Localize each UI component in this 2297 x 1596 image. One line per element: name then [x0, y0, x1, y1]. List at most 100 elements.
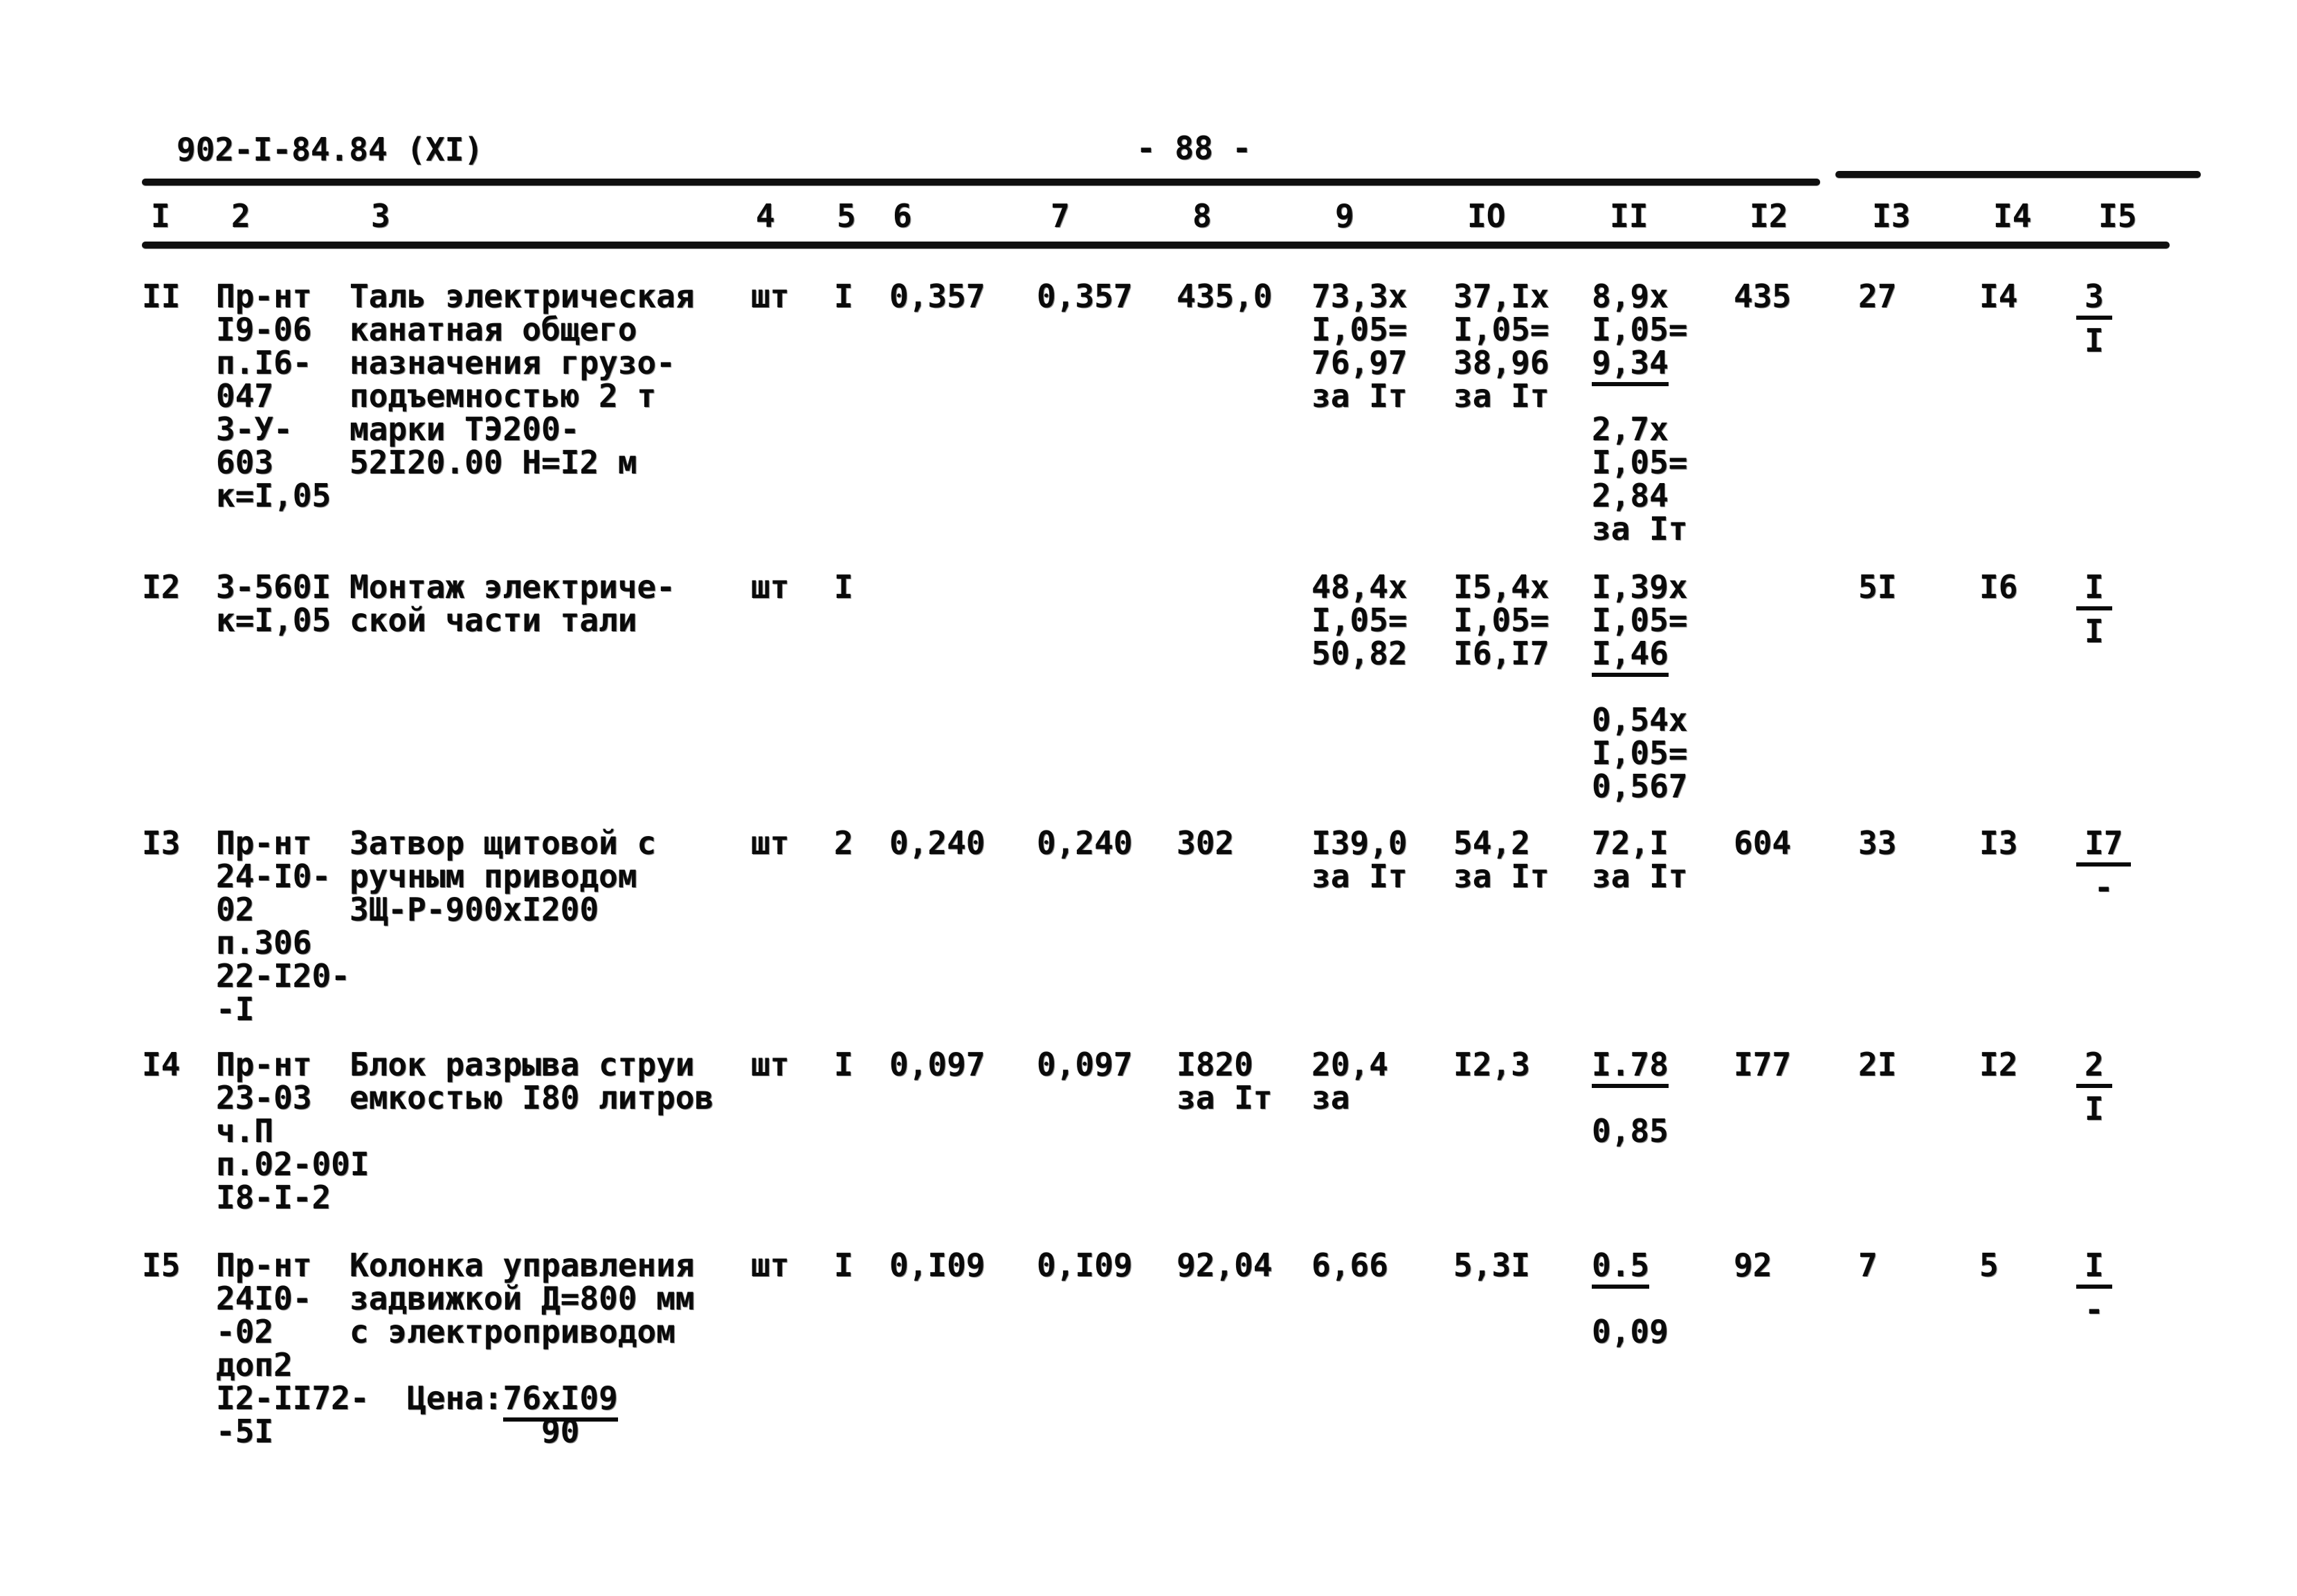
column-number-8: 8 [1192, 197, 1212, 235]
cell-line: I [834, 278, 853, 315]
underlined-value: I,46 [1592, 635, 1669, 677]
cell-line: 0,097 [1037, 1046, 1133, 1083]
cell-line: 27 [1858, 278, 1897, 315]
fraction-denominator: - [2094, 869, 2114, 906]
cell-rowII-col4: шт [751, 280, 789, 313]
fraction-numerator: I [2076, 570, 2112, 610]
cell-line: ЗЩ-Р-900хI200 [349, 891, 599, 928]
cell-line: I [834, 1046, 853, 1083]
cell-rowII-col5: I [834, 280, 853, 313]
cell-line: Пр-нт [216, 1246, 312, 1284]
cell-line: 0,240 [1037, 824, 1133, 862]
cell-line: шт [751, 824, 790, 862]
cell-line: п.I6- [216, 344, 312, 381]
cell-line: с электроприводом [349, 1313, 675, 1350]
cell-line: 73,3х [1311, 278, 1408, 315]
cell-line: ручным приводом [349, 858, 637, 895]
cell-line: Таль электрическая [349, 278, 695, 315]
cell-line: емкостью I80 литров [349, 1079, 714, 1116]
cell-rowI3-col3: Затвор щитовой с ручным приводом ЗЩ-Р-900х… [349, 826, 656, 926]
cell-line: I.78 [1592, 1046, 1669, 1088]
column-number-9: 9 [1335, 197, 1354, 235]
fraction-numerator: 2 [2076, 1048, 2112, 1088]
column-number-14: I4 [1993, 197, 2032, 235]
cell-line: 37,Iх [1453, 278, 1550, 315]
cell-line: 92,04 [1177, 1246, 1273, 1284]
column-header-bottom-rule [142, 242, 2170, 248]
fraction-numerator: I [2076, 1249, 2112, 1289]
cell-line: I2-II72- [216, 1379, 370, 1417]
cell-rowI4-col9: 20,4 за [1311, 1048, 1388, 1114]
cell-line: за Iт [1592, 858, 1688, 895]
cell-rowI5-col13: 7 [1858, 1249, 1878, 1282]
stacked-fraction: I- [2076, 1249, 2112, 1326]
cell-line: I6 [1979, 568, 2018, 606]
cell-line: Пр-нт [216, 278, 312, 315]
page-number: - 88 - [1136, 129, 1252, 167]
underlined-value: 9,34 [1592, 344, 1669, 386]
doc-code: 902-I-84.84 (XI) [176, 131, 484, 168]
cell-rowI5-col4: шт [751, 1249, 789, 1282]
cell-rowI5-col12: 92 [1734, 1249, 1772, 1282]
cell-line: 0.5 [1592, 1246, 1669, 1289]
cell-line: 0,09 [1592, 1313, 1669, 1350]
cell-rowI3-col9: I39,0 за Iт [1311, 826, 1407, 893]
cell-rowI2-col2: 3-560I к=I,05 [216, 570, 331, 637]
column-number-4: 4 [756, 197, 775, 235]
cell-line: 72,I [1592, 824, 1669, 862]
cell-line: ской части тали [349, 601, 637, 639]
cell-line: 2,7х [1592, 410, 1669, 448]
fraction-numerator: I7 [2076, 826, 2132, 867]
cell-rowI4-col12: I77 [1734, 1048, 1791, 1081]
cell-rowI4-col14: I2 [1979, 1048, 2017, 1081]
cell-line: 2I [1858, 1046, 1897, 1083]
cell-line: I7- [2076, 826, 2132, 906]
table-top-rule-left [142, 179, 1820, 185]
cell-line: I- [2076, 1249, 2112, 1326]
cell-rowI3-col12: 604 [1734, 826, 1791, 860]
cell-line: 302 [1177, 824, 1235, 862]
cell-line: 02 [216, 891, 255, 928]
cell-line: 5,3I [1453, 1246, 1530, 1284]
cell-rowII-col8: 435,0 [1177, 280, 1272, 313]
cell-rowI4-col5: I [834, 1048, 853, 1081]
cell-line: 0,097 [889, 1046, 986, 1083]
cell-rowI5-col7: 0,I09 [1037, 1249, 1132, 1282]
cell-line: 8,9х [1592, 278, 1669, 315]
cell-line: I,05= [1592, 601, 1688, 639]
cell-line: I3 [142, 824, 181, 862]
cell-line: I2 [1979, 1046, 2018, 1083]
cell-line: I820 [1177, 1046, 1253, 1083]
cell-rowI4-col6: 0,097 [889, 1048, 985, 1081]
cell-line: 20,4 [1311, 1046, 1388, 1083]
cell-rowI4-col4: шт [751, 1048, 789, 1081]
cell-rowI3-col5: 2 [834, 826, 853, 860]
cell-line: 52I20.00 Н=I2 м [349, 444, 637, 481]
cell-line: назначения грузо- [349, 344, 675, 381]
cell-rowI4-col3: Блок разрыва струи емкостью I80 литров [349, 1048, 714, 1114]
cell-line: I5 [142, 1246, 181, 1284]
cell-rowI4-col11: I.78 0,85 [1592, 1046, 1669, 1150]
cell-rowI3-col13: 33 [1858, 826, 1896, 860]
cell-line: 0,85 [1592, 1112, 1669, 1150]
column-number-5: 5 [837, 197, 856, 235]
cell-line: 50,82 [1311, 635, 1408, 672]
fraction-denominator: I [2085, 613, 2104, 650]
cell-rowI5-col2: Пр-нт 24I0- -02 доп2 I2-II72- -5I [216, 1249, 370, 1448]
cell-rowI2-col1: I2 [142, 570, 180, 604]
cell-line: 9,34 [1592, 344, 1687, 386]
underlined-value: I.78 [1592, 1046, 1669, 1088]
cell-line: ч.П [216, 1112, 274, 1150]
cell-rowI5-col15: I- [2076, 1249, 2112, 1326]
cell-rowII-col9: 73,3х I,05= 76,97 за Iт [1311, 280, 1407, 412]
cell-line: 54,2 [1453, 824, 1530, 862]
cell-line: -02 [216, 1313, 274, 1350]
cell-rowI5-col1: I5 [142, 1249, 180, 1282]
cell-line: 0,567 [1592, 768, 1688, 805]
stacked-fraction: I7- [2076, 826, 2132, 906]
cell-line: 0,I09 [889, 1246, 986, 1284]
cell-rowI2-col9: 48,4х I,05= 50,82 [1311, 570, 1407, 670]
